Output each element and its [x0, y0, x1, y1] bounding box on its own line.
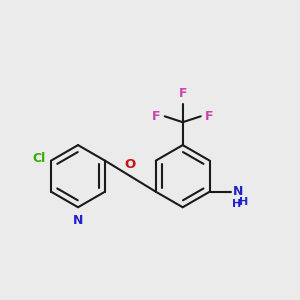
Text: H: H	[232, 199, 241, 209]
Text: N: N	[73, 214, 83, 227]
Text: Cl: Cl	[32, 152, 45, 164]
Text: N: N	[232, 184, 243, 198]
Text: F: F	[152, 110, 161, 123]
Text: O: O	[125, 158, 136, 171]
Text: F: F	[178, 87, 187, 100]
Text: H: H	[239, 197, 248, 207]
Text: F: F	[205, 110, 213, 123]
